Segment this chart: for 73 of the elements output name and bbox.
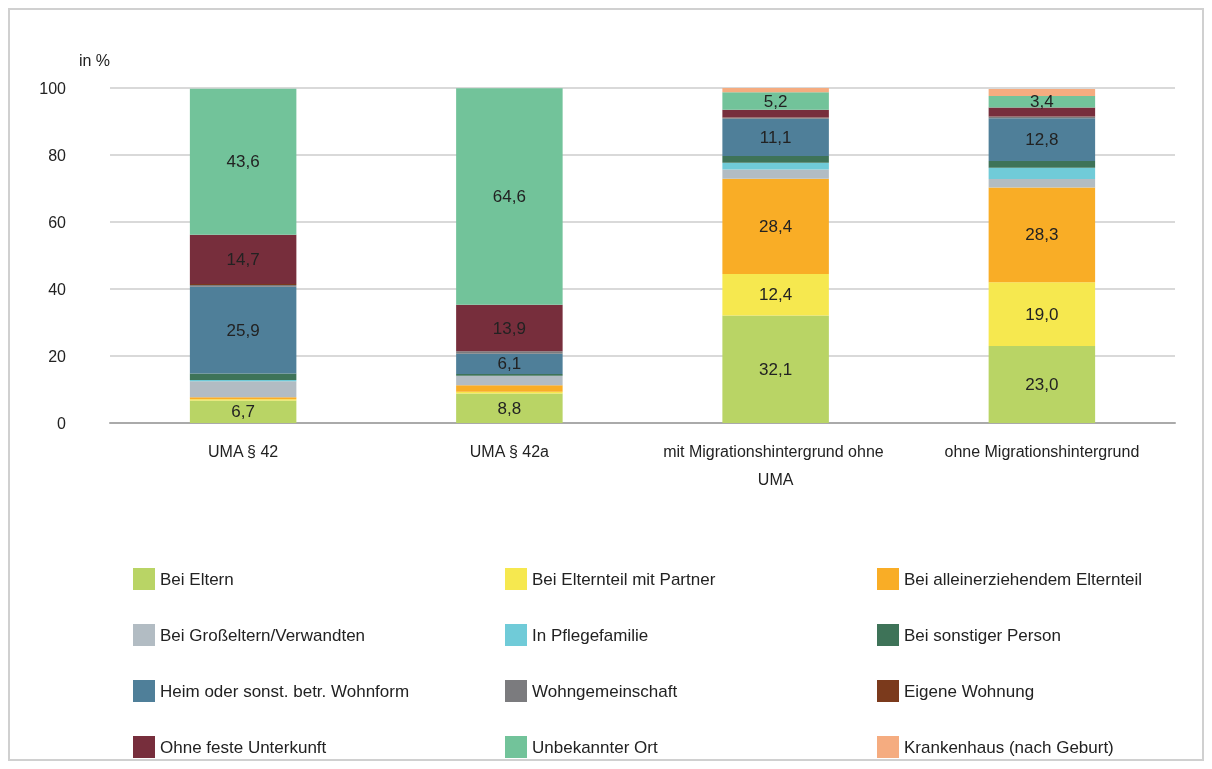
y-tick-label: 0 xyxy=(57,414,67,432)
data-label: 12,8 xyxy=(1025,130,1059,150)
bar xyxy=(456,375,563,386)
x-tick-label: ohne Migrationshintergrund xyxy=(944,442,1140,460)
bar xyxy=(722,109,829,118)
data-label: 25,9 xyxy=(226,320,260,340)
bar xyxy=(189,373,297,381)
y-axis-title: in % xyxy=(78,51,110,69)
bar xyxy=(722,92,829,110)
bar xyxy=(988,179,1096,188)
legend-label: Bei Großeltern/Verwandten xyxy=(160,625,366,645)
bar xyxy=(722,156,829,163)
legend-label: Bei Eltern xyxy=(160,569,234,589)
data-label: 5,2 xyxy=(763,91,788,111)
y-tick-label: 100 xyxy=(39,79,67,97)
bar xyxy=(988,282,1096,346)
bar xyxy=(456,304,563,352)
bar xyxy=(988,345,1096,423)
legend-label: Bei Elternteil mit Partner xyxy=(532,569,716,589)
legend-label: Bei sonstiger Person xyxy=(904,625,1061,645)
x-tick-label: mit Migrationshintergrund ohne UMA xyxy=(663,442,889,488)
legend-label: Heim oder sonst. betr. Wohnform xyxy=(160,681,410,701)
legend-label: Ohne feste Unterkunft xyxy=(160,737,327,757)
data-label: 8,8 xyxy=(497,398,522,418)
legend-label: Unbekannter Ort xyxy=(532,737,658,757)
bar xyxy=(189,381,297,398)
x-tick-label: UMA § 42 xyxy=(207,442,279,460)
bar xyxy=(189,234,297,284)
bar xyxy=(988,187,1096,283)
bar xyxy=(456,385,563,392)
legend-label: Eigene Wohnung xyxy=(904,681,1035,701)
data-label: 23,0 xyxy=(1025,374,1059,394)
bar xyxy=(722,88,829,93)
bar xyxy=(988,167,1096,180)
bar xyxy=(722,118,829,157)
bar xyxy=(988,161,1096,168)
bar xyxy=(456,353,563,375)
data-label: 12,4 xyxy=(759,285,793,305)
bar xyxy=(988,89,1096,97)
legend-label: Wohngemeinschaft xyxy=(532,681,678,701)
data-label: 6,1 xyxy=(497,354,522,374)
bar xyxy=(722,162,829,170)
bar xyxy=(189,88,297,235)
data-label: 64,6 xyxy=(492,187,526,207)
bar xyxy=(456,393,563,423)
data-label: 32,1 xyxy=(759,359,793,379)
bar xyxy=(988,107,1096,117)
data-label: 28,4 xyxy=(759,216,793,236)
data-label: 19,0 xyxy=(1025,304,1059,324)
data-label: 13,9 xyxy=(492,318,526,338)
bar xyxy=(722,169,829,179)
legend-label: In Pflegefamilie xyxy=(532,625,649,645)
bar xyxy=(988,118,1096,162)
data-label: 3,4 xyxy=(1030,92,1054,112)
legend-label: Krankenhaus (nach Geburt) xyxy=(904,737,1114,757)
bar xyxy=(722,273,829,316)
x-tick-label: UMA § 42a xyxy=(469,442,550,460)
y-tick-label: 60 xyxy=(48,213,67,231)
bar xyxy=(722,178,829,274)
data-label: 28,3 xyxy=(1025,225,1059,245)
data-label: 14,7 xyxy=(226,249,260,269)
y-tick-label: 20 xyxy=(48,347,67,365)
bar xyxy=(189,286,297,374)
bar xyxy=(189,400,297,423)
legend-label: Bei alleinerziehendem Elternteil xyxy=(904,569,1143,589)
bar xyxy=(722,315,829,423)
y-tick-label: 80 xyxy=(48,146,67,164)
y-tick-label: 40 xyxy=(48,280,67,298)
data-label: 6,7 xyxy=(231,402,255,422)
bar xyxy=(456,351,563,354)
data-label: 11,1 xyxy=(759,127,792,147)
bar xyxy=(456,88,563,305)
data-label: 43,6 xyxy=(226,152,260,172)
